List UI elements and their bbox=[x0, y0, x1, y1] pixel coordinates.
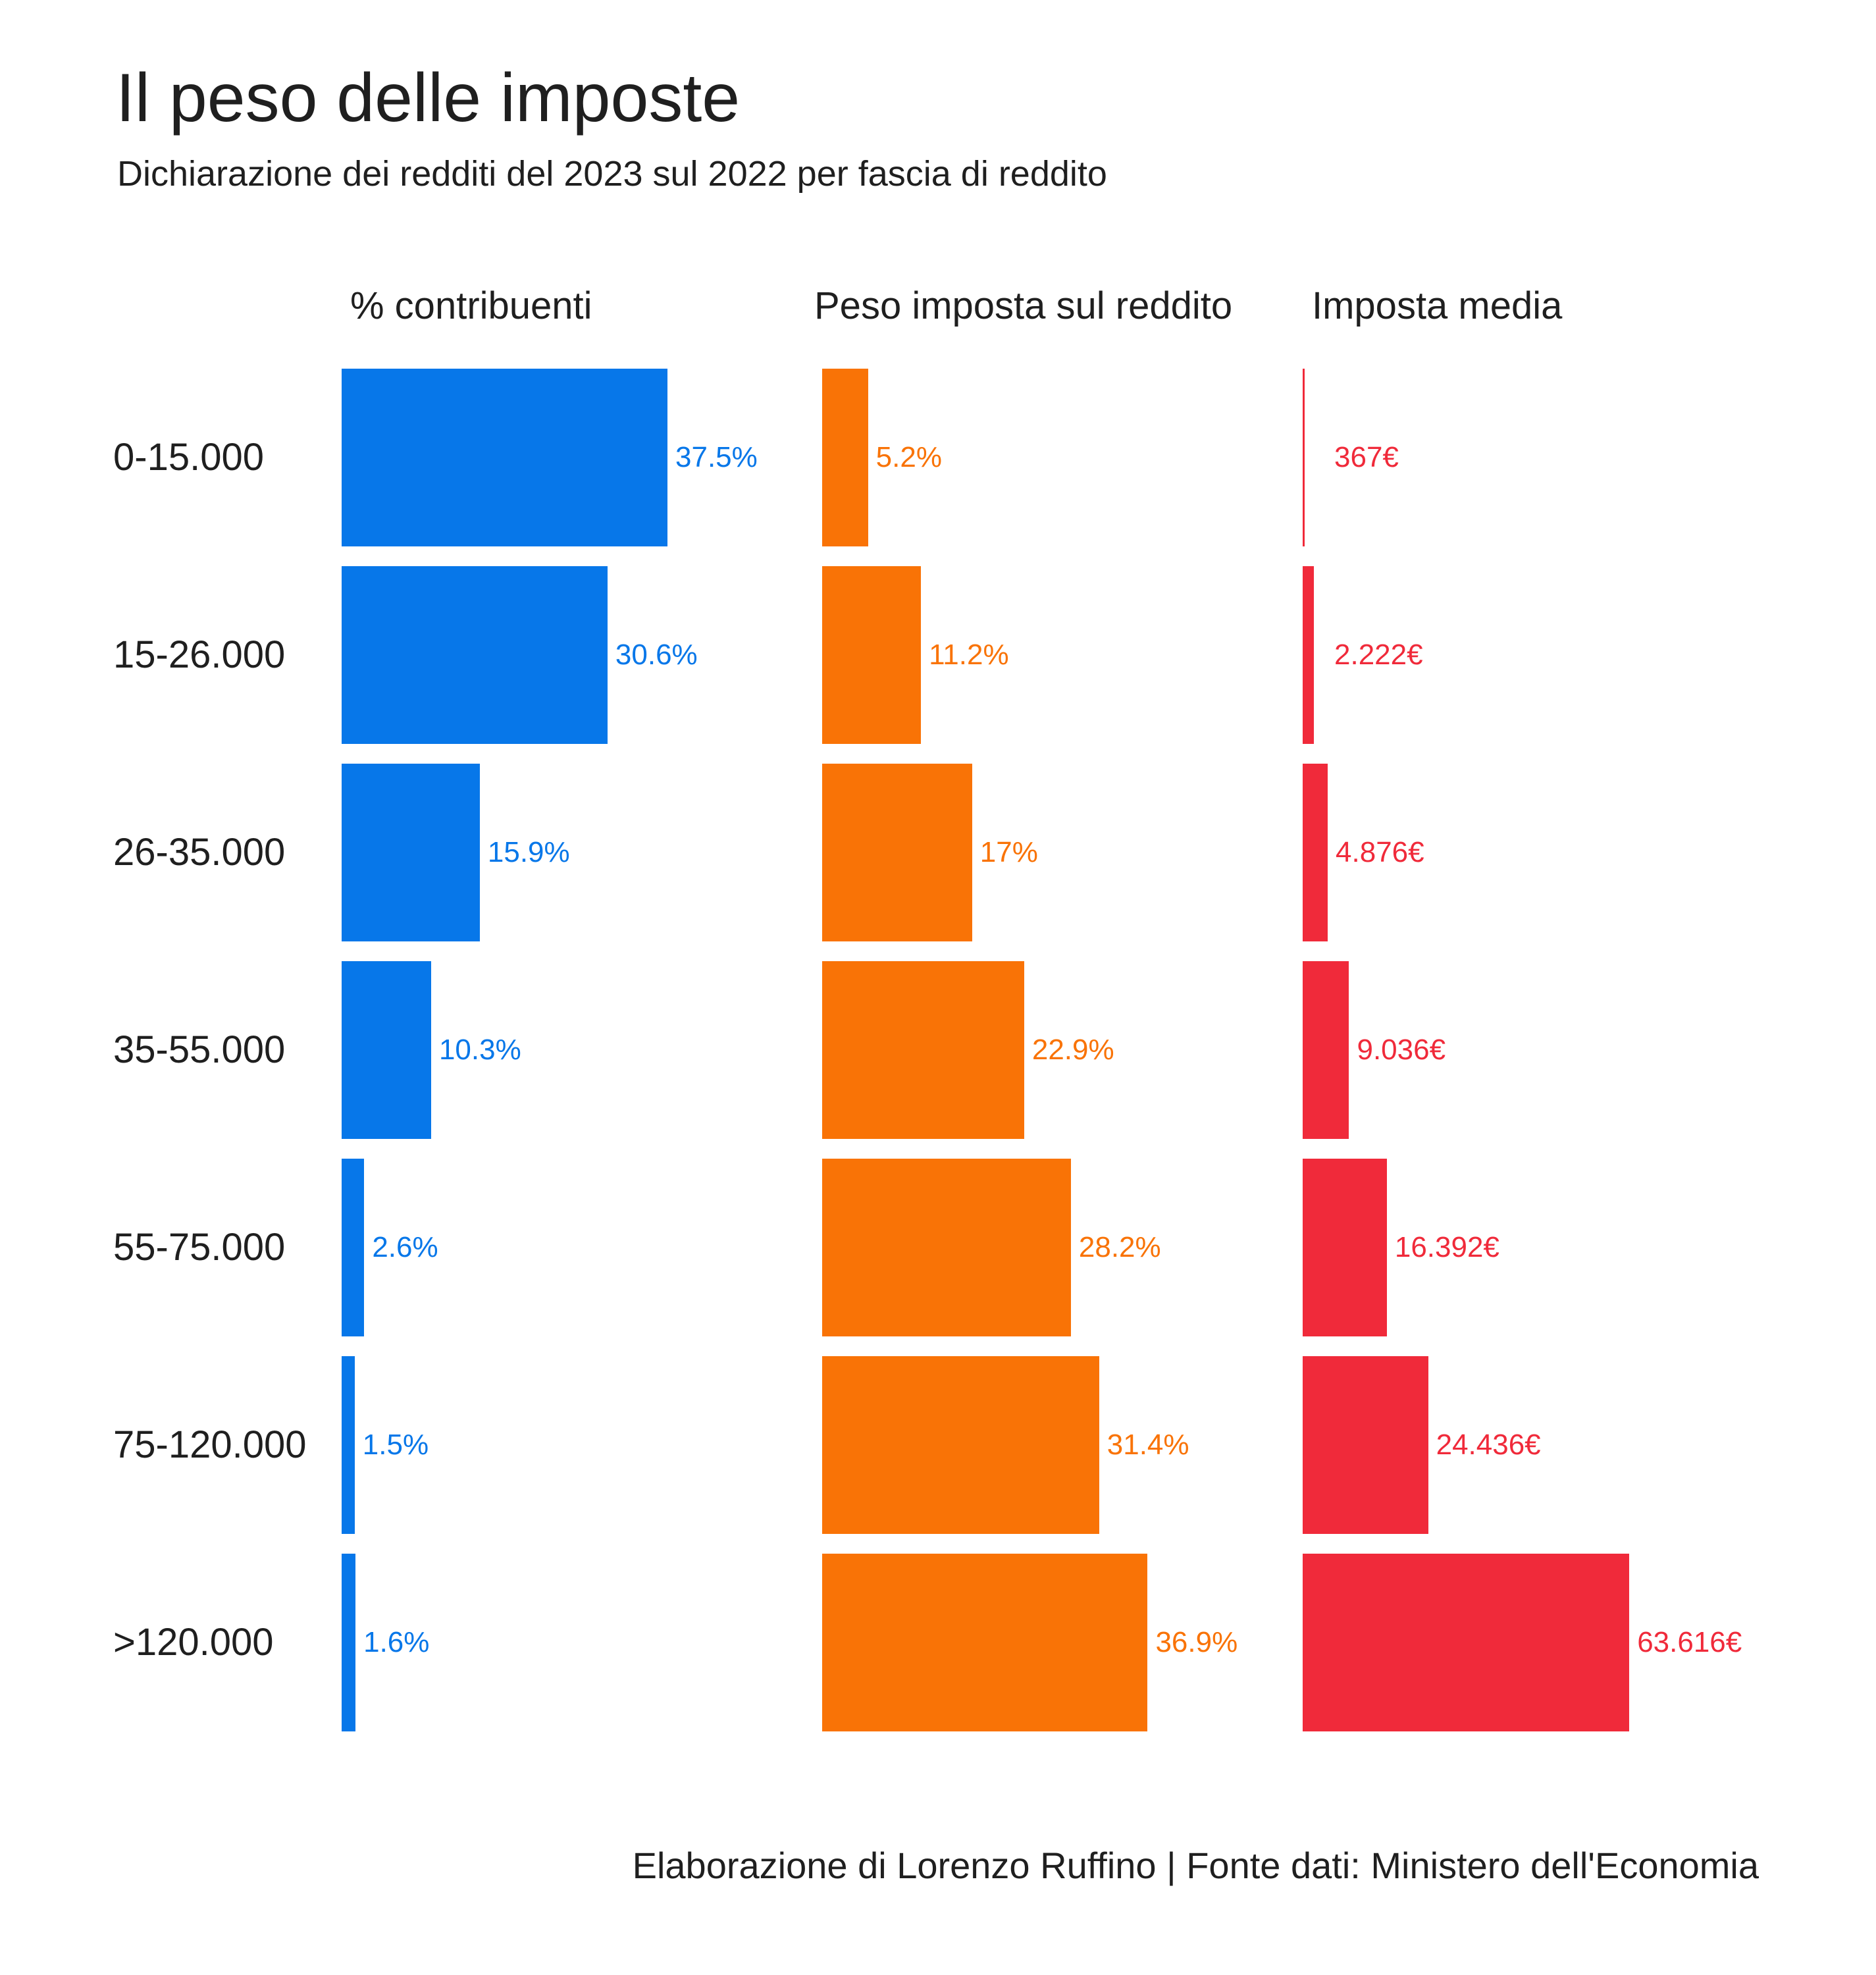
source-credit: Elaborazione di Lorenzo Ruffino | Fonte … bbox=[632, 1845, 1759, 1886]
value-label-contribuenti: 1.5% bbox=[362, 1429, 429, 1461]
row-label: 15-26.000 bbox=[113, 633, 286, 676]
column-header-peso-imposta: Peso imposta sul reddito bbox=[814, 284, 1233, 327]
bar-imposta-media bbox=[1303, 1356, 1428, 1534]
bar-imposta-media bbox=[1303, 961, 1349, 1139]
value-label-imposta-media: 2.222€ bbox=[1334, 639, 1423, 671]
bar-peso-imposta bbox=[822, 566, 922, 744]
row-label: 0-15.000 bbox=[113, 436, 264, 479]
value-label-contribuenti: 37.5% bbox=[675, 441, 758, 473]
bar-imposta-media bbox=[1303, 1554, 1630, 1731]
bar-contribuenti bbox=[342, 961, 431, 1139]
column-header-imposta-media: Imposta media bbox=[1312, 284, 1563, 327]
value-label-peso-imposta: 31.4% bbox=[1107, 1429, 1189, 1461]
value-label-peso-imposta: 36.9% bbox=[1155, 1626, 1238, 1658]
value-label-peso-imposta: 11.2% bbox=[929, 639, 1009, 671]
value-label-peso-imposta: 22.9% bbox=[1031, 1034, 1114, 1066]
value-label-imposta-media: 4.876€ bbox=[1336, 836, 1424, 868]
value-label-contribuenti: 2.6% bbox=[372, 1231, 438, 1263]
column-header-contribuenti: % contribuenti bbox=[350, 284, 592, 327]
bar-peso-imposta bbox=[822, 1554, 1148, 1731]
bar-peso-imposta bbox=[822, 1356, 1099, 1534]
value-label-contribuenti: 15.9% bbox=[487, 836, 570, 868]
row-label: 26-35.000 bbox=[113, 831, 286, 874]
chart-title: Il peso delle imposte bbox=[116, 60, 741, 136]
value-label-peso-imposta: 17% bbox=[979, 836, 1038, 868]
bar-contribuenti bbox=[342, 566, 608, 744]
bar-peso-imposta bbox=[822, 369, 868, 546]
bar-imposta-media bbox=[1303, 764, 1328, 941]
value-label-imposta-media: 16.392€ bbox=[1394, 1231, 1499, 1263]
row-label: 75-120.000 bbox=[113, 1423, 307, 1466]
bar-imposta-media bbox=[1303, 369, 1305, 546]
value-label-peso-imposta: 28.2% bbox=[1078, 1231, 1161, 1263]
bar-contribuenti bbox=[342, 369, 667, 546]
row-label: >120.000 bbox=[113, 1621, 274, 1664]
value-label-imposta-media: 9.036€ bbox=[1357, 1034, 1446, 1066]
bar-peso-imposta bbox=[822, 961, 1024, 1139]
bar-contribuenti bbox=[342, 1159, 365, 1336]
bar-imposta-media bbox=[1303, 566, 1315, 744]
value-label-imposta-media: 63.616€ bbox=[1637, 1626, 1742, 1658]
bar-peso-imposta bbox=[822, 764, 972, 941]
row-label: 35-55.000 bbox=[113, 1028, 286, 1071]
value-label-contribuenti: 30.6% bbox=[615, 639, 698, 671]
bar-contribuenti bbox=[342, 764, 480, 941]
row-label: 55-75.000 bbox=[113, 1226, 286, 1269]
chart-subtitle: Dichiarazione dei redditi del 2023 sul 2… bbox=[117, 154, 1107, 194]
value-label-imposta-media: 367€ bbox=[1334, 441, 1399, 473]
value-label-imposta-media: 24.436€ bbox=[1436, 1429, 1541, 1461]
bar-imposta-media bbox=[1303, 1159, 1387, 1336]
value-label-contribuenti: 10.3% bbox=[438, 1034, 521, 1066]
bar-contribuenti bbox=[342, 1554, 356, 1731]
value-label-contribuenti: 1.6% bbox=[363, 1626, 430, 1658]
bar-contribuenti bbox=[342, 1356, 355, 1534]
bar-peso-imposta bbox=[822, 1159, 1071, 1336]
value-label-peso-imposta: 5.2% bbox=[875, 441, 942, 473]
